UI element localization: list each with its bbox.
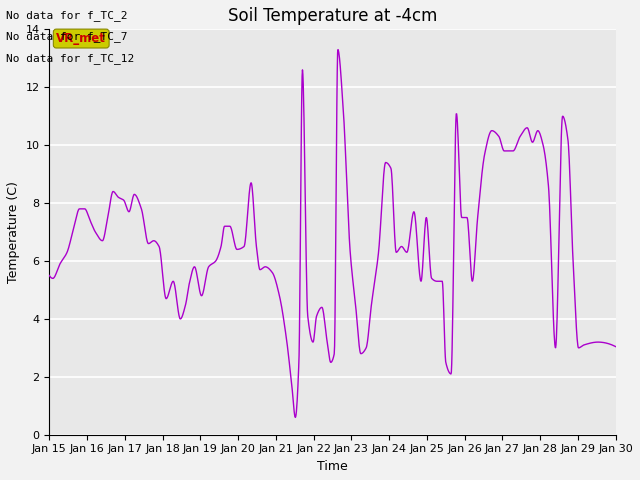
Title: Soil Temperature at -4cm: Soil Temperature at -4cm — [228, 7, 437, 25]
X-axis label: Time: Time — [317, 460, 348, 473]
Text: No data for f_TC_12: No data for f_TC_12 — [6, 53, 134, 64]
Text: No data for f_TC_7: No data for f_TC_7 — [6, 31, 128, 42]
Text: No data for f_TC_2: No data for f_TC_2 — [6, 10, 128, 21]
Text: VR_met: VR_met — [56, 32, 106, 45]
Y-axis label: Temperature (C): Temperature (C) — [7, 181, 20, 283]
